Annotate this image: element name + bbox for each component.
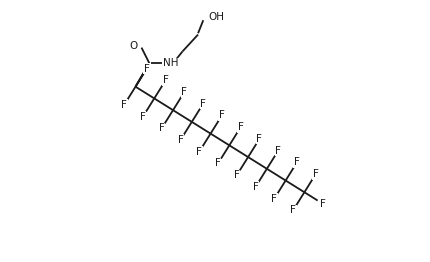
Text: OH: OH bbox=[208, 12, 224, 22]
Text: F: F bbox=[238, 122, 244, 132]
Text: F: F bbox=[144, 64, 150, 74]
Text: F: F bbox=[140, 112, 146, 122]
Text: F: F bbox=[197, 147, 202, 157]
Text: F: F bbox=[256, 134, 262, 144]
Text: F: F bbox=[159, 123, 165, 133]
Text: F: F bbox=[319, 199, 326, 209]
Text: F: F bbox=[252, 182, 258, 192]
Text: F: F bbox=[234, 170, 240, 180]
Text: F: F bbox=[313, 169, 319, 179]
Text: F: F bbox=[219, 111, 225, 121]
Text: F: F bbox=[163, 75, 169, 85]
Text: F: F bbox=[181, 87, 187, 97]
Text: NH: NH bbox=[163, 58, 178, 68]
Text: F: F bbox=[215, 159, 221, 168]
Text: F: F bbox=[271, 194, 277, 204]
Text: O: O bbox=[129, 41, 137, 51]
Text: F: F bbox=[290, 205, 296, 215]
Text: F: F bbox=[200, 99, 206, 109]
Text: F: F bbox=[121, 100, 127, 110]
Text: F: F bbox=[294, 157, 300, 167]
Text: F: F bbox=[178, 135, 184, 145]
Text: F: F bbox=[275, 146, 281, 156]
